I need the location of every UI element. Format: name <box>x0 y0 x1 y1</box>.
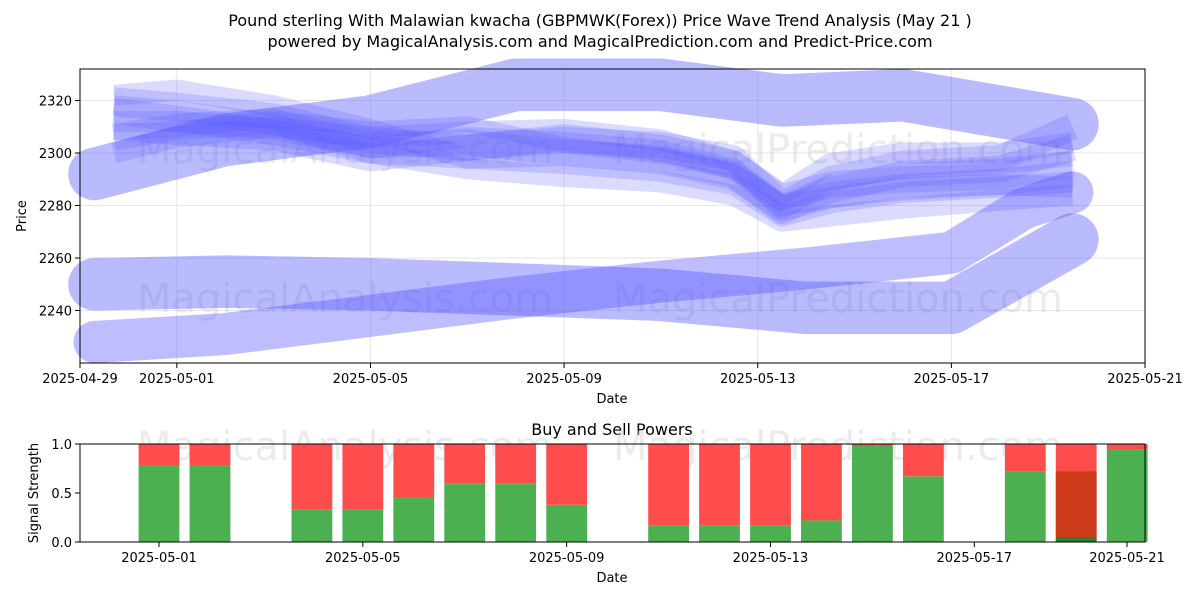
wave-band-lower-wide <box>68 213 1099 335</box>
buy-bar <box>750 525 791 542</box>
buy-bar <box>138 465 180 542</box>
buy-bar <box>291 509 333 542</box>
power-xlabel: Date <box>596 571 627 586</box>
buy-bar <box>699 525 740 542</box>
sell-bar <box>138 444 180 466</box>
price-xtick-label: 2025-05-09 <box>526 372 602 387</box>
sell-bar <box>1106 444 1148 450</box>
overlay-bar <box>1055 471 1097 538</box>
price-xtick-label: 2025-05-01 <box>139 372 215 387</box>
wave-wave-6 <box>113 111 1073 216</box>
wave-band-upper-wide <box>68 58 1099 201</box>
power-title: Buy and Sell Powers <box>531 420 693 439</box>
sell-bar <box>291 444 333 510</box>
power-ytick-label: 1.0 <box>51 438 72 453</box>
power-ytick-label: 0.0 <box>51 536 72 551</box>
price-axes-frame <box>79 68 1146 364</box>
power-xtick-label: 2025-05-13 <box>733 551 809 566</box>
buy-bar <box>546 504 588 542</box>
power-xtick-label: 2025-05-01 <box>121 551 197 566</box>
wave-wave-9 <box>113 111 1074 211</box>
power-ylabel: Signal Strength <box>27 443 42 543</box>
sell-bar <box>750 444 791 526</box>
main-subtitle: powered by MagicalAnalysis.com and Magic… <box>267 32 932 51</box>
sell-bar <box>444 444 486 484</box>
price-waves <box>68 58 1099 363</box>
sell-bar <box>903 444 944 477</box>
buy-bar <box>393 497 435 542</box>
buy-bar <box>1004 471 1046 542</box>
watermark-prediction-lower: MagicalPrediction.com <box>613 276 1063 322</box>
buy-bar <box>342 509 384 542</box>
buy-bar <box>903 476 944 542</box>
wave-wave-2 <box>112 97 1077 224</box>
price-ytick-label: 2240 <box>39 305 72 320</box>
buy-bar <box>189 465 231 542</box>
wave-band-rising <box>73 171 1094 363</box>
price-chart: MagicalAnalysis.com MagicalPrediction.co… <box>15 58 1183 407</box>
power-xtick-label: 2025-05-21 <box>1089 551 1165 566</box>
price-xtick-label: 2025-05-13 <box>720 372 796 387</box>
price-ylabel: Price <box>15 200 30 232</box>
power-ytick-label: 0.5 <box>51 487 72 502</box>
main-title: Pound sterling With Malawian kwacha (GBP… <box>228 11 971 30</box>
sell-bar <box>342 444 384 510</box>
watermark-analysis-upper: MagicalAnalysis.com <box>137 127 553 173</box>
power-bars <box>138 444 1148 542</box>
price-xtick-label: 2025-05-21 <box>1107 372 1183 387</box>
price-xtick-label: 2025-04-29 <box>42 372 118 387</box>
wave-wave-5 <box>113 79 1074 227</box>
buy-bar <box>1106 449 1148 542</box>
power-xtick-label: 2025-05-17 <box>937 551 1013 566</box>
price-ytick-label: 2320 <box>39 95 72 110</box>
buy-bar <box>495 483 537 542</box>
sell-bar <box>648 444 689 526</box>
wave-wave-1 <box>112 87 1078 219</box>
wave-wave-7 <box>111 116 1074 206</box>
wave-wave-4 <box>111 108 1074 222</box>
price-xtick-label: 2025-05-17 <box>914 372 990 387</box>
overlay-buy-bar <box>1055 537 1097 542</box>
wave-wave-3 <box>112 113 1075 211</box>
price-watermarks: MagicalAnalysis.com MagicalPrediction.co… <box>137 127 1063 322</box>
sell-bar <box>699 444 740 526</box>
sell-bar <box>393 444 435 498</box>
watermark-prediction-upper: MagicalPrediction.com <box>613 127 1063 173</box>
power-xtick-label: 2025-05-05 <box>325 551 401 566</box>
sell-bar <box>189 444 231 466</box>
power-ticks: 0.0 0.5 1.0 2025-05-01 2025-05-05 2025-05-09 2… <box>51 438 1164 566</box>
sell-bar <box>852 444 893 446</box>
price-grid <box>79 69 1146 363</box>
sell-bar <box>801 444 842 521</box>
price-ticks: 2025-04-29 2025-05-01 2025-05-05 2025-05-09… <box>39 95 1183 388</box>
buy-bar <box>852 446 893 542</box>
price-ytick-label: 2280 <box>39 200 72 215</box>
price-xlabel: Date <box>596 392 627 407</box>
watermark-analysis-lower: MagicalAnalysis.com <box>137 276 553 322</box>
price-ytick-label: 2300 <box>39 147 72 162</box>
power-chart: Buy and Sell Powers MagicalAnalysis.com … <box>27 420 1165 586</box>
sell-bar <box>546 444 588 505</box>
buy-bar <box>801 520 842 542</box>
price-ytick-label: 2260 <box>39 252 72 267</box>
buy-bar <box>648 525 689 542</box>
sell-bar <box>495 444 537 484</box>
sell-bar <box>1004 444 1046 472</box>
price-xtick-label: 2025-05-05 <box>333 372 409 387</box>
wave-wave-8 <box>113 95 1074 232</box>
power-xtick-label: 2025-05-09 <box>529 551 605 566</box>
buy-bar <box>444 483 486 542</box>
